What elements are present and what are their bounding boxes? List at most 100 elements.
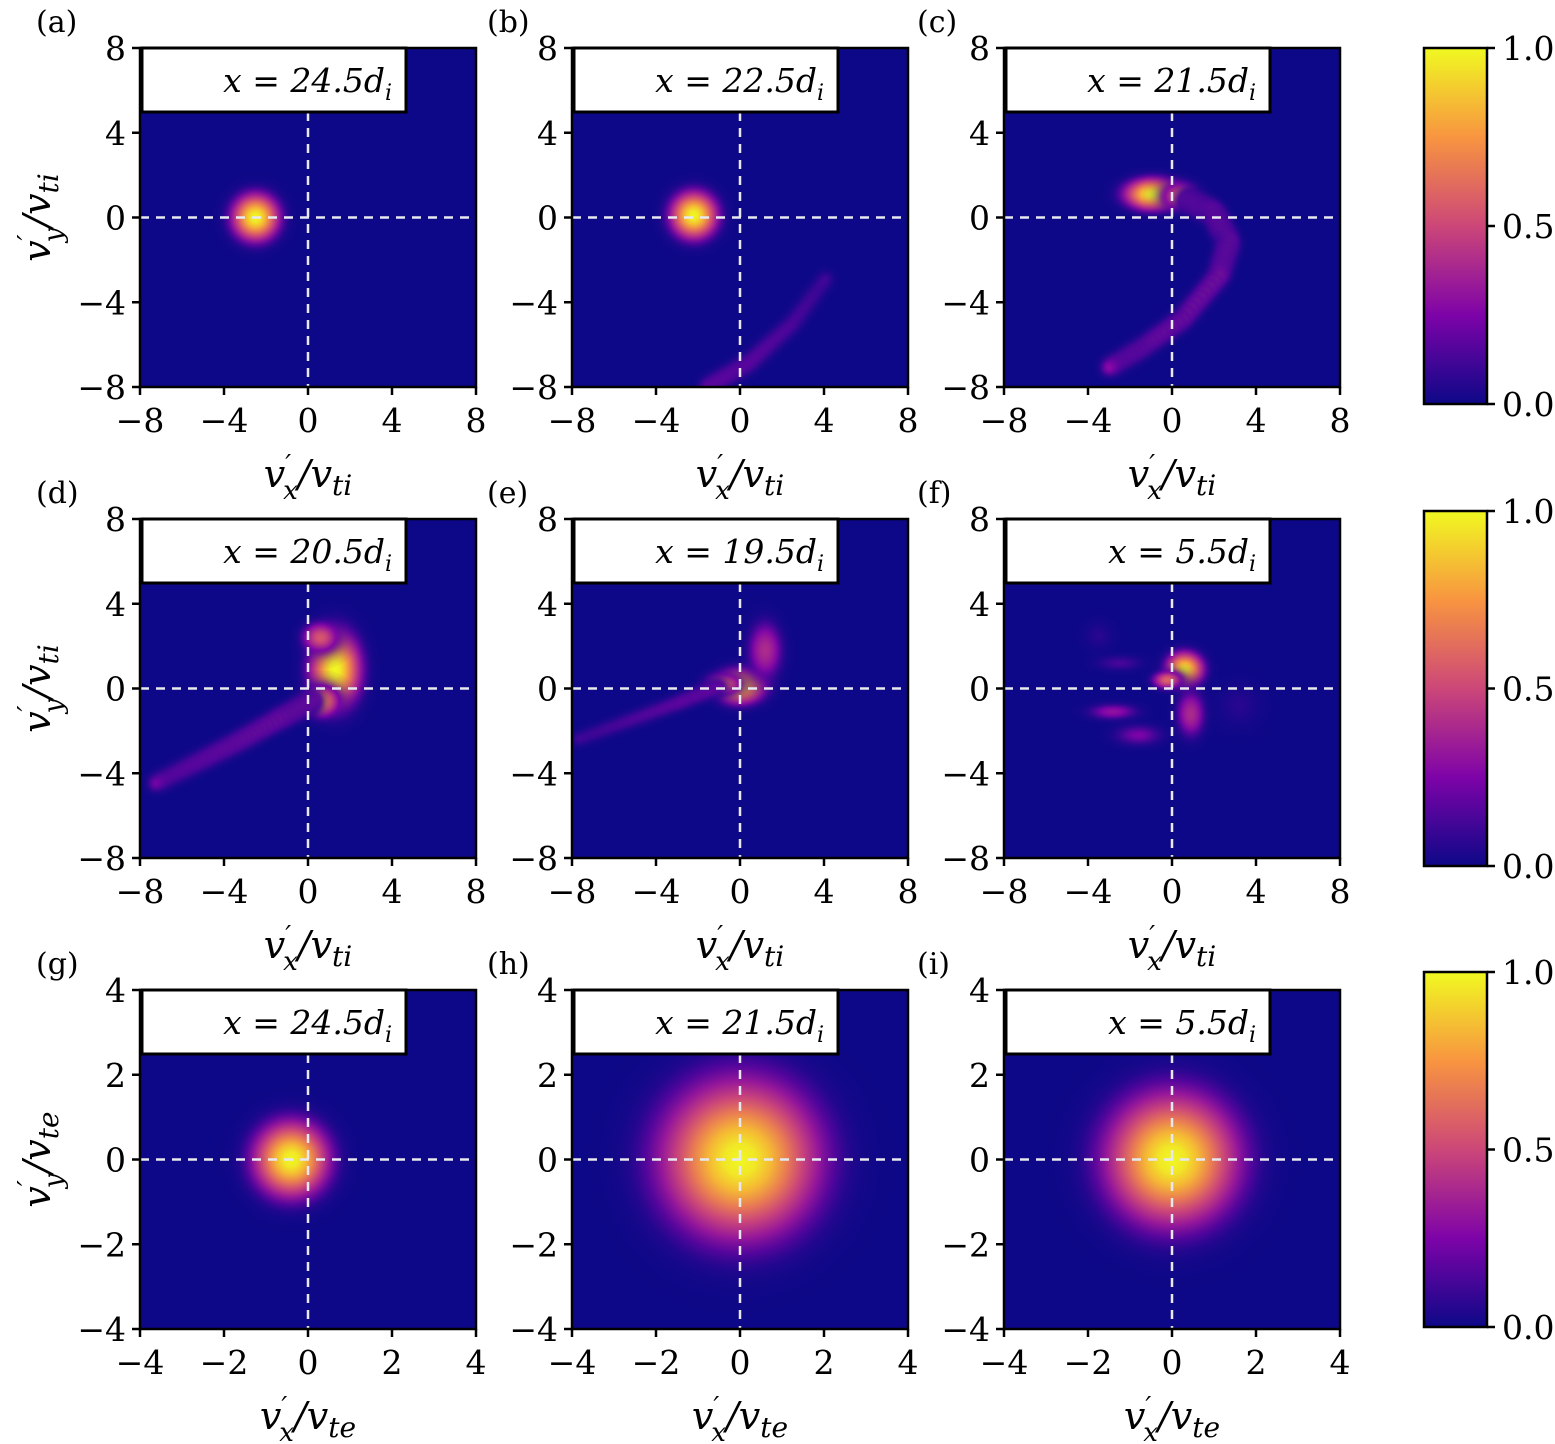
x-tick-label: 0 <box>298 872 319 911</box>
label-div: /v <box>726 452 765 496</box>
x-tick-label: 4 <box>814 872 835 911</box>
x-tick-label: 4 <box>382 401 403 440</box>
label-prime: ′ <box>13 705 43 711</box>
annotation-unit-sub: i <box>817 552 824 577</box>
x-tick-label: −4 <box>548 1343 597 1382</box>
y-tick-label: −8 <box>77 839 126 878</box>
label-sub: x <box>1147 476 1162 506</box>
label-sub: x <box>283 476 298 506</box>
y-tick-label: 8 <box>537 29 558 68</box>
y-tick-label: 4 <box>969 585 990 624</box>
y-tick-label: −2 <box>509 1225 558 1264</box>
heatmap <box>572 587 803 758</box>
annotation-box <box>140 517 408 585</box>
y-tick-label: −2 <box>941 1225 990 1264</box>
label-prime: ′ <box>285 921 291 951</box>
colorbar-tick-label: 0.0 <box>1502 1308 1554 1347</box>
x-tick-label: −4 <box>632 401 681 440</box>
filament-blob <box>572 720 598 758</box>
label-div: /v <box>726 923 765 967</box>
x-axis-label: v′ x/vti <box>1128 450 1217 506</box>
annotation-box <box>1004 46 1272 114</box>
label-v: v <box>1128 923 1150 967</box>
y-tick-label: 0 <box>537 199 558 238</box>
y-tick-label: 8 <box>105 29 126 68</box>
x-tick-label: 4 <box>382 872 403 911</box>
label-v: v <box>696 452 718 496</box>
heatmap <box>1056 597 1296 765</box>
y-tick-label: −4 <box>77 1310 126 1349</box>
label-sub2: ti <box>764 469 784 502</box>
label-v: v <box>1124 1394 1146 1438</box>
label-prime: ′ <box>13 1180 43 1186</box>
y-tick-label: 8 <box>537 500 558 539</box>
annotation-box <box>572 46 840 114</box>
x-tick-label: −2 <box>632 1343 681 1382</box>
label-div: /v <box>1158 452 1197 496</box>
x-tick-label: −4 <box>116 1343 165 1382</box>
filament-blob <box>1087 345 1132 387</box>
x-tick-label: 8 <box>466 401 487 440</box>
label-sub2: te <box>1192 1411 1220 1444</box>
x-axis-label: v′ x/vti <box>264 450 353 506</box>
label-v: v <box>696 923 718 967</box>
annotation-box <box>140 46 408 114</box>
filament-blob <box>140 761 178 806</box>
colorbar-tick-label: 0.5 <box>1502 207 1554 246</box>
label-div: /v <box>722 1394 761 1438</box>
colorbar: 1.0 0.5 0.0 <box>1422 953 1554 1347</box>
label-v: v <box>15 1186 59 1208</box>
y-tick-label: 0 <box>105 670 126 709</box>
y-tick-label: 2 <box>105 1056 126 1095</box>
annotation-position: x = 5.5 <box>1108 532 1228 571</box>
y-tick-label: −4 <box>77 283 126 322</box>
colorbar: 1.0 0.5 0.0 <box>1422 29 1554 424</box>
panel-letter: (h) <box>487 947 530 982</box>
y-tick-label: 8 <box>105 500 126 539</box>
label-v: v <box>260 1394 282 1438</box>
label-prime: ′ <box>13 234 43 240</box>
annotation-position: x = 5.5 <box>1108 1003 1228 1042</box>
panel-c: −8−8 −4 −4 0 0 4 4 8 8 x = 21.5di (c) v′ x/vti <box>917 5 1351 506</box>
y-tick-label: −4 <box>941 283 990 322</box>
y-tick-label: 0 <box>969 199 990 238</box>
x-tick-label: 0 <box>1162 1343 1183 1382</box>
panel-letter: (f) <box>917 476 952 511</box>
y-tick-label: 8 <box>969 500 990 539</box>
panel-letter: (c) <box>917 5 957 40</box>
x-tick-label: −4 <box>200 401 249 440</box>
y-tick-label: 0 <box>969 670 990 709</box>
label-div: /v <box>15 193 59 232</box>
x-tick-label: 0 <box>298 401 319 440</box>
distribution-blob <box>1081 709 1196 761</box>
x-axis-label: v′ x/vte <box>692 1392 788 1444</box>
label-prime: ′ <box>285 450 291 480</box>
x-tick-label: 2 <box>814 1343 835 1382</box>
y-tick-label: 2 <box>537 1056 558 1095</box>
y-tick-label: 4 <box>105 585 126 624</box>
label-sub: x <box>1143 1418 1158 1444</box>
x-axis-label: v′ x/vti <box>1128 921 1217 977</box>
panel-letter: (g) <box>36 947 79 982</box>
annotation-position: x = 21.5 <box>1087 61 1228 100</box>
x-tick-label: −4 <box>1064 401 1113 440</box>
y-tick-label: 4 <box>537 114 558 153</box>
annotation-box <box>140 988 408 1056</box>
y-tick-label: −4 <box>77 754 126 793</box>
x-tick-label: 8 <box>898 401 919 440</box>
annotation-unit-sub: i <box>817 81 824 106</box>
label-sub2: ti <box>332 469 352 502</box>
y-axis-label: v′y/vti <box>13 644 69 733</box>
label-sub: x <box>711 1418 726 1444</box>
annotation-position: x = 24.5 <box>223 1003 364 1042</box>
y-tick-label: −8 <box>509 368 558 407</box>
x-tick-label: −8 <box>548 872 597 911</box>
colorbar-tick-label: 0.5 <box>1502 670 1554 709</box>
label-prime: ′ <box>717 921 723 951</box>
x-tick-label: 8 <box>466 872 487 911</box>
x-tick-label: 0 <box>730 1343 751 1382</box>
distribution-blob <box>646 168 742 263</box>
